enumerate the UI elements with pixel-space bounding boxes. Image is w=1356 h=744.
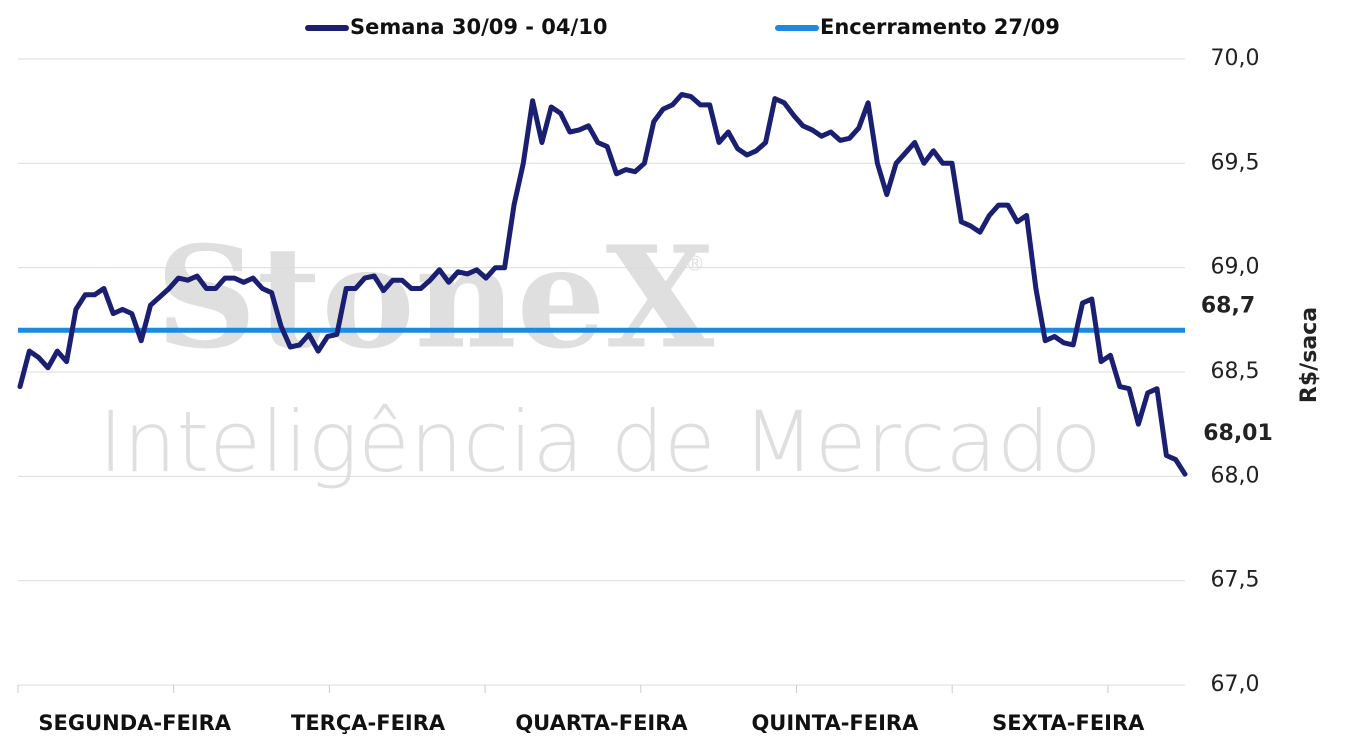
y-tick-label: 67,0: [1211, 672, 1260, 697]
y-axis-label: R$/saca: [1297, 307, 1322, 403]
x-tick-label: SEXTA-FEIRA: [992, 711, 1145, 735]
x-tick-label: SEGUNDA-FEIRA: [38, 711, 231, 735]
last-value-label: 68,01: [1203, 421, 1273, 446]
y-tick-label: 69,5: [1211, 150, 1260, 175]
y-tick-label: 70,0: [1211, 46, 1260, 71]
watermark: StoneX ® Inteligência de Mercado: [98, 217, 1101, 492]
watermark-reg: ®: [685, 252, 705, 276]
y-tick-label: 68,0: [1211, 463, 1260, 488]
x-tick-label: QUARTA-FEIRA: [515, 711, 688, 735]
x-tick-label: TERÇA-FEIRA: [291, 711, 446, 735]
reference-label: 68,7: [1201, 293, 1255, 318]
watermark-text: Inteligência de Mercado: [98, 393, 1101, 491]
y-tick-label: 68,5: [1211, 359, 1260, 384]
series-line: [17, 92, 1188, 477]
y-tick-label: 67,5: [1211, 568, 1260, 593]
legend-label: Encerramento 27/09: [820, 15, 1060, 39]
x-tick-label: QUINTA-FEIRA: [751, 711, 919, 735]
legend-label: Semana 30/09 - 04/10: [350, 15, 607, 39]
y-tick-label: 69,0: [1211, 255, 1260, 280]
watermark-logo: StoneX: [156, 217, 715, 381]
